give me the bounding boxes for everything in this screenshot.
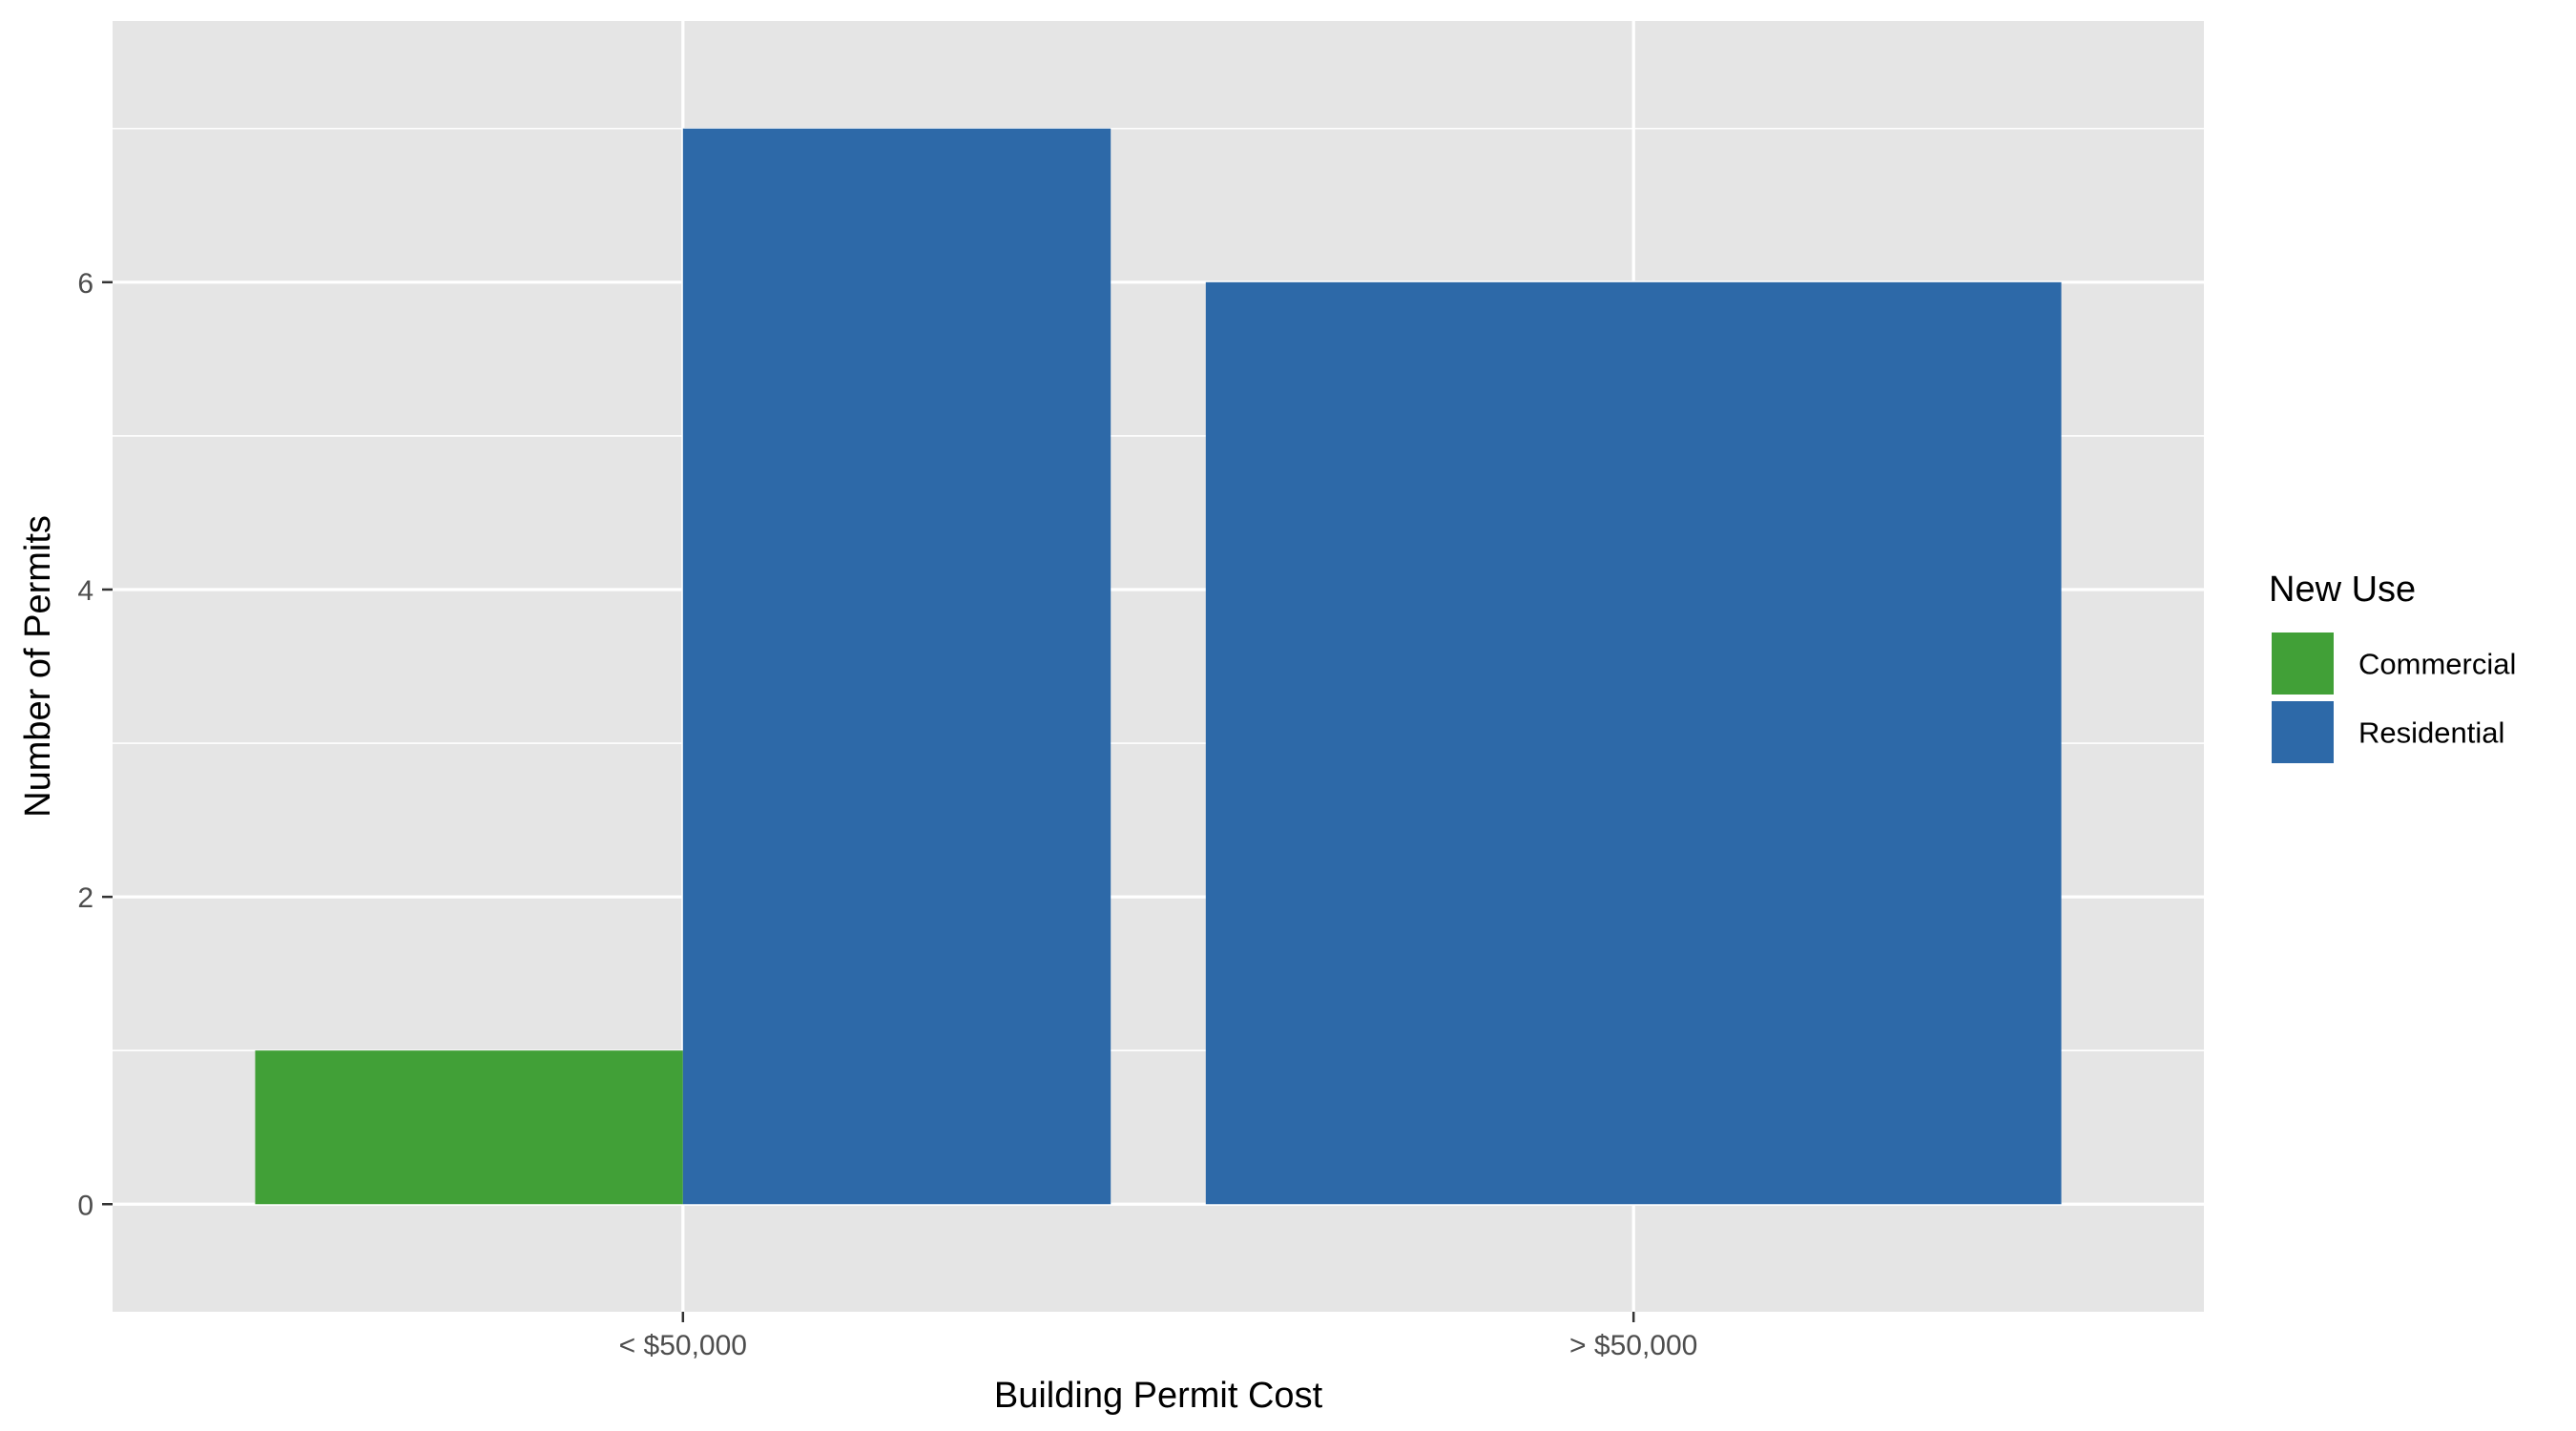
y-tick-label: 6 xyxy=(77,268,93,300)
legend-key-commercial xyxy=(2270,631,2336,696)
legend-label-residential: Residential xyxy=(2358,716,2504,750)
y-axis: 0 2 4 6 xyxy=(77,268,113,1221)
y-axis-title: Number of Permits xyxy=(18,515,58,818)
x-axis-title: Building Permit Cost xyxy=(994,1376,1323,1416)
legend: New Use Commercial Residential xyxy=(2269,570,2516,765)
bars-group xyxy=(255,128,2062,1205)
legend-title: New Use xyxy=(2269,570,2416,610)
legend-label-commercial: Commercial xyxy=(2358,648,2516,681)
legend-key-residential xyxy=(2270,699,2336,765)
y-tick-label: 4 xyxy=(77,575,93,607)
x-tick-label: > $50,000 xyxy=(1569,1330,1697,1361)
bar-commercial-1 xyxy=(255,1050,683,1205)
y-tick-label: 2 xyxy=(77,882,93,914)
bar-residential-2 xyxy=(1205,281,2062,1205)
x-axis: < $50,000 > $50,000 xyxy=(619,1312,1697,1361)
x-tick-label: < $50,000 xyxy=(619,1330,747,1361)
y-tick-label: 0 xyxy=(77,1190,93,1221)
bar-residential-1 xyxy=(682,128,1111,1205)
